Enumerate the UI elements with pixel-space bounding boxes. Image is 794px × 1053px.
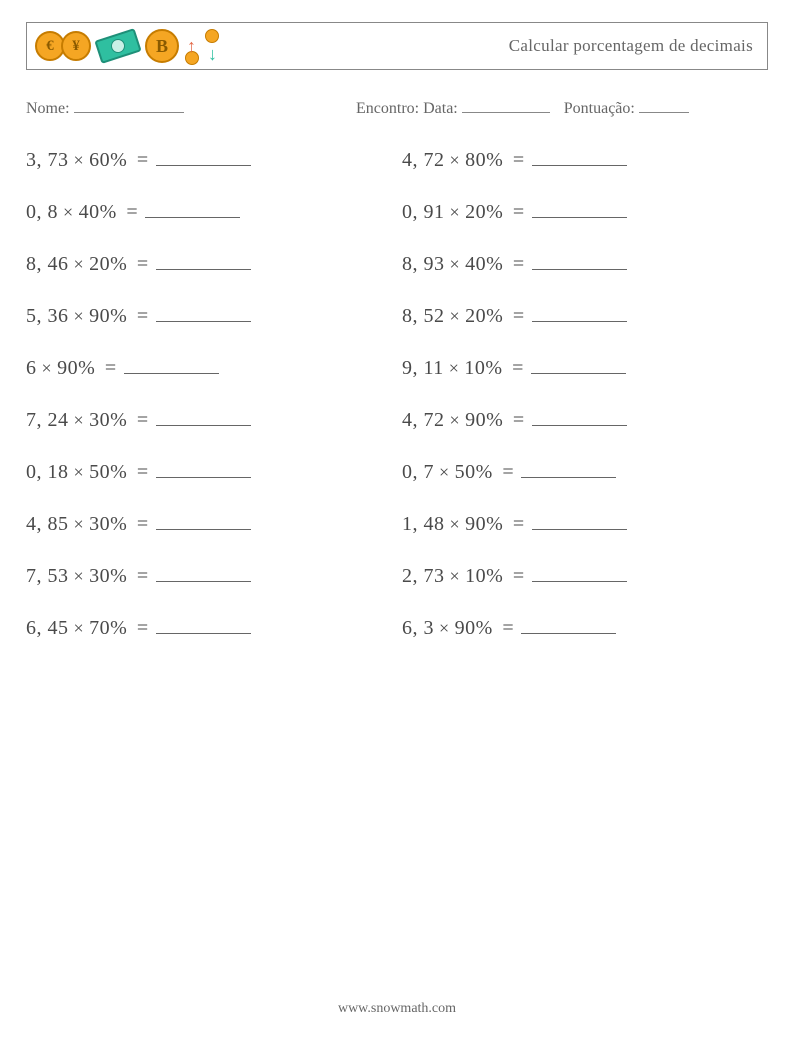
problem-item: 8, 52×20% = (402, 304, 768, 328)
problem-item: 4, 85×30% = (26, 512, 392, 536)
header-box: €¥B↑↓ Calcular porcentagem de decimais (26, 22, 768, 70)
worksheet-page: €¥B↑↓ Calcular porcentagem de decimais N… (0, 0, 794, 640)
answer-blank (532, 200, 627, 218)
problem-expression: 7, 24×30% = (26, 409, 153, 432)
bitcoin-coin-icon: B (145, 29, 179, 63)
problem-item: 2, 73×10% = (402, 564, 768, 588)
answer-blank (532, 512, 627, 530)
problem-item: 5, 36×90% = (26, 304, 392, 328)
footer-url: www.snowmath.com (0, 1001, 794, 1017)
encounter-label: Encontro: Data: (356, 100, 458, 117)
header-icons: €¥B↑↓ (35, 29, 219, 63)
answer-blank (521, 460, 616, 478)
problems-grid: 3, 73×60% = 4, 72×80% = 0, 8×40% = 0, 91… (26, 148, 768, 640)
problem-expression: 6, 3×90% = (402, 617, 518, 640)
answer-blank (156, 564, 251, 582)
worksheet-title: Calcular porcentagem de decimais (509, 36, 753, 56)
answer-blank (532, 304, 627, 322)
answer-blank (532, 564, 627, 582)
problem-expression: 3, 73×60% = (26, 149, 153, 172)
problem-expression: 0, 18×50% = (26, 461, 153, 484)
problem-expression: 4, 85×30% = (26, 513, 153, 536)
problem-item: 4, 72×90% = (402, 408, 768, 432)
answer-blank (156, 512, 251, 530)
problem-expression: 0, 7×50% = (402, 461, 518, 484)
answer-blank (156, 616, 251, 634)
answer-blank (532, 148, 627, 166)
problem-item: 7, 24×30% = (26, 408, 392, 432)
dollar-bill-icon (94, 28, 141, 64)
problem-expression: 1, 48×90% = (402, 513, 529, 536)
problem-item: 8, 46×20% = (26, 252, 392, 276)
problem-item: 9, 11×10% = (402, 356, 768, 380)
answer-blank (156, 148, 251, 166)
answer-blank (531, 356, 626, 374)
name-field: Nome: (26, 98, 356, 118)
problem-item: 6, 3×90% = (402, 616, 768, 640)
score-group: Pontuação: (564, 98, 689, 118)
problem-item: 0, 7×50% = (402, 460, 768, 484)
answer-blank (156, 408, 251, 426)
date-blank (462, 98, 550, 113)
answer-blank (521, 616, 616, 634)
info-row: Nome: Encontro: Data: Pontuação: (26, 98, 768, 118)
problem-expression: 6×90% = (26, 357, 121, 380)
exchange-arrows-icon: ↑↓ (185, 29, 219, 63)
score-label: Pontuação: (564, 100, 635, 117)
problem-expression: 0, 8×40% = (26, 201, 142, 224)
problem-expression: 2, 73×10% = (402, 565, 529, 588)
problem-item: 1, 48×90% = (402, 512, 768, 536)
name-blank (74, 98, 184, 113)
problem-expression: 7, 53×30% = (26, 565, 153, 588)
problem-expression: 5, 36×90% = (26, 305, 153, 328)
problem-expression: 0, 91×20% = (402, 201, 529, 224)
answer-blank (156, 252, 251, 270)
problem-expression: 4, 72×90% = (402, 409, 529, 432)
problem-expression: 4, 72×80% = (402, 149, 529, 172)
problem-expression: 8, 52×20% = (402, 305, 529, 328)
problem-item: 6, 45×70% = (26, 616, 392, 640)
answer-blank (156, 460, 251, 478)
problem-expression: 6, 45×70% = (26, 617, 153, 640)
problem-item: 0, 91×20% = (402, 200, 768, 224)
problem-item: 7, 53×30% = (26, 564, 392, 588)
problem-expression: 9, 11×10% = (402, 357, 528, 380)
problem-item: 3, 73×60% = (26, 148, 392, 172)
problem-item: 6×90% = (26, 356, 392, 380)
answer-blank (145, 200, 240, 218)
answer-blank (532, 408, 627, 426)
problem-item: 0, 8×40% = (26, 200, 392, 224)
encounter-group: Encontro: Data: (356, 98, 550, 118)
yen-coin-icon: ¥ (61, 31, 91, 61)
problem-expression: 8, 46×20% = (26, 253, 153, 276)
problem-item: 4, 72×80% = (402, 148, 768, 172)
answer-blank (532, 252, 627, 270)
score-blank (639, 98, 689, 113)
problem-item: 8, 93×40% = (402, 252, 768, 276)
name-label: Nome: (26, 100, 70, 117)
answer-blank (156, 304, 251, 322)
answer-blank (124, 356, 219, 374)
problem-item: 0, 18×50% = (26, 460, 392, 484)
problem-expression: 8, 93×40% = (402, 253, 529, 276)
